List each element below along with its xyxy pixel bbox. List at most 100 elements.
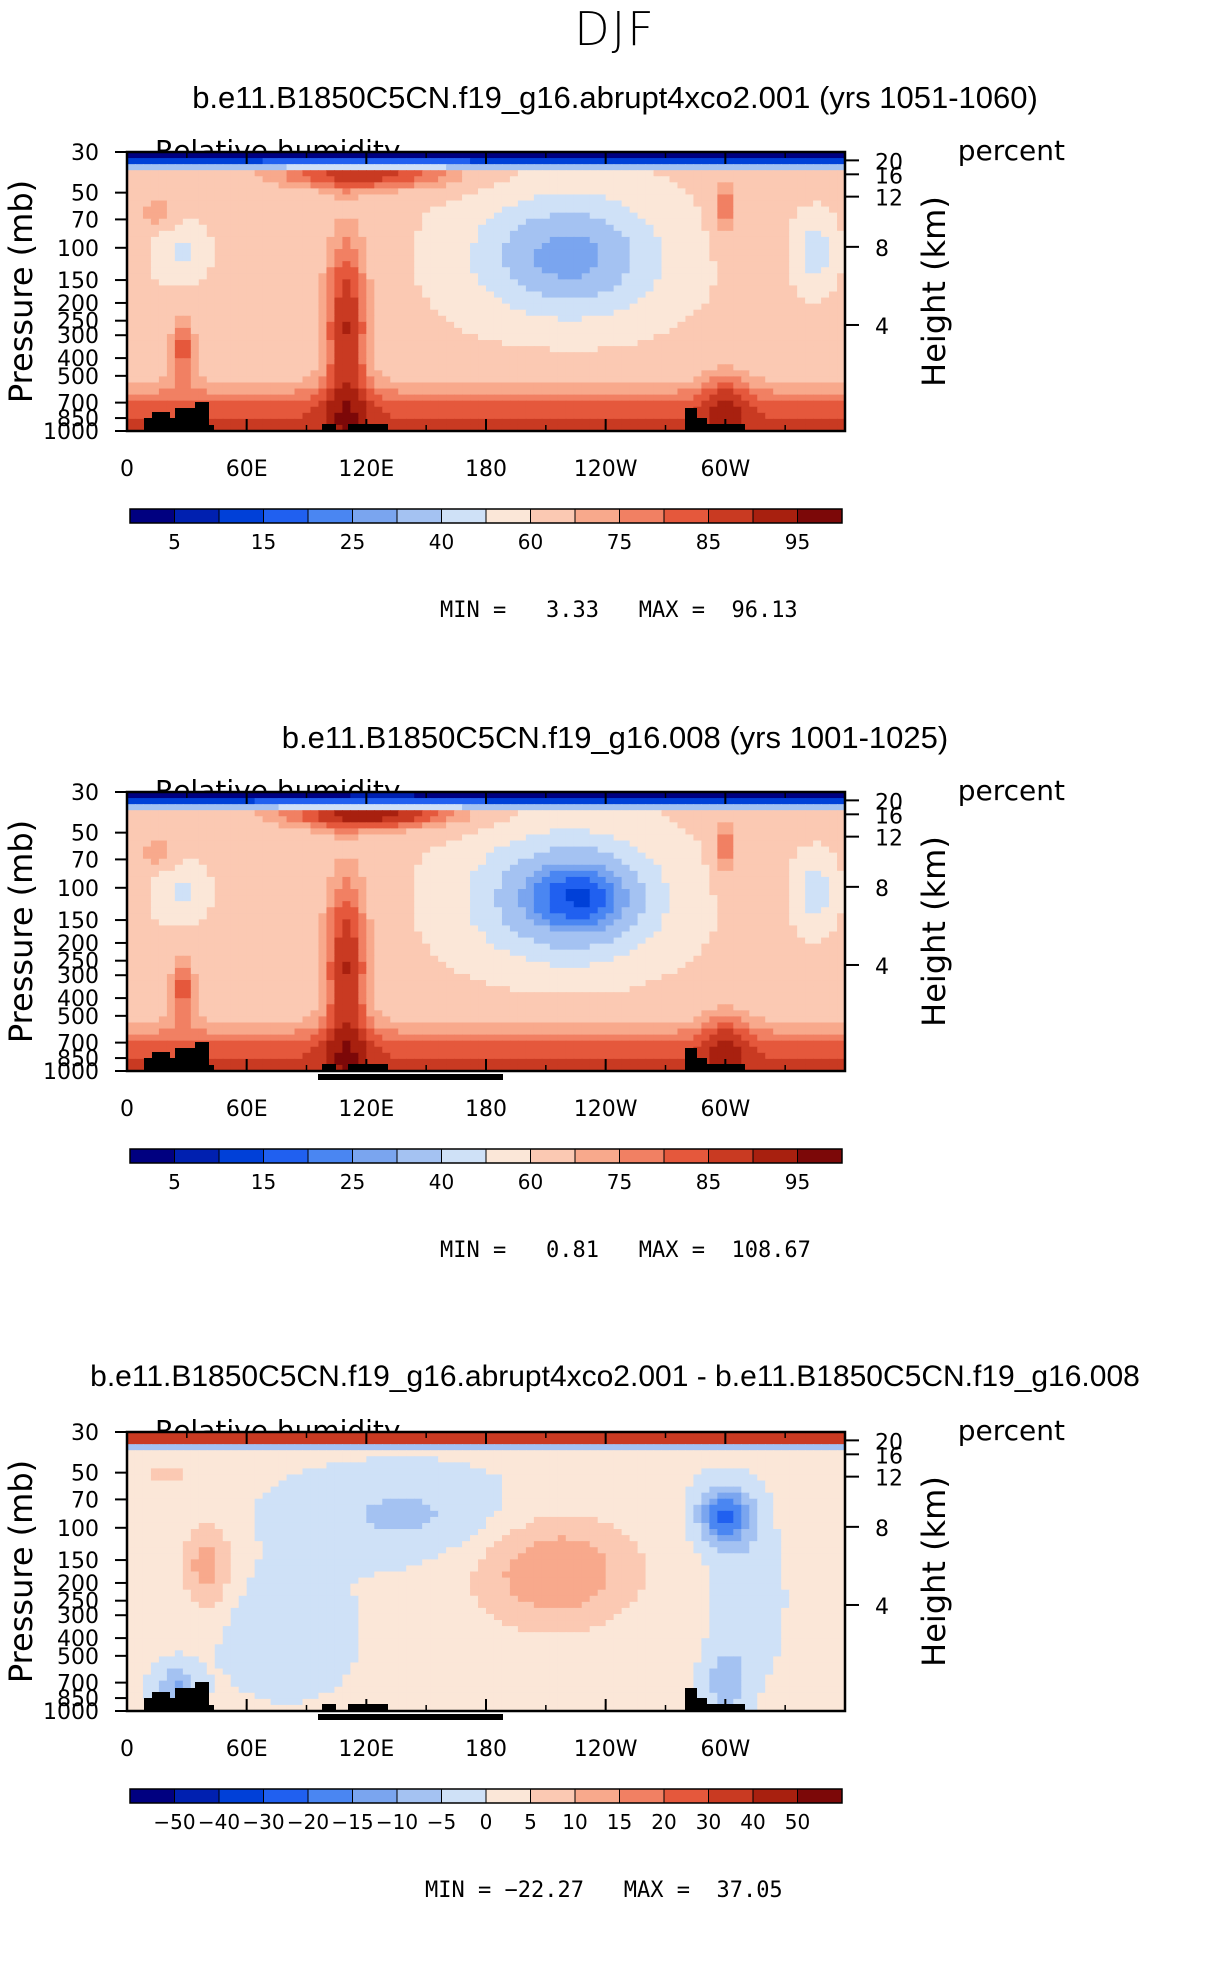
heatmap-cell (198, 279, 208, 287)
heatmap-cell (637, 798, 647, 805)
heatmap-cell (358, 327, 367, 335)
heatmap-cell (262, 218, 272, 226)
heatmap-cell (390, 412, 399, 420)
heatmap-cell (677, 346, 687, 353)
heatmap-cell (781, 798, 790, 805)
heatmap-cell (829, 810, 838, 817)
heatmap-cell (701, 388, 710, 396)
heatmap-cell (190, 816, 200, 823)
heatmap-cell (693, 816, 702, 823)
colorbar-swatch (575, 509, 620, 523)
heatmap-cell (446, 158, 455, 165)
heatmap-cell (358, 400, 367, 408)
heatmap-cell (286, 303, 296, 311)
heatmap-cell (270, 309, 280, 317)
heatmap-cell (701, 364, 710, 371)
heatmap-cell (797, 267, 806, 274)
heatmap-cell (390, 279, 399, 287)
heatmap-cell (206, 406, 216, 414)
heatmap-cell (685, 279, 695, 287)
heatmap-cell (637, 218, 647, 226)
heatmap-cell (717, 170, 726, 177)
heatmap-cell (701, 291, 710, 299)
heatmap-cell (517, 242, 527, 250)
heatmap-cell (709, 242, 718, 250)
heatmap-cell (238, 370, 248, 378)
heatmap-cell (789, 406, 798, 414)
heatmap-cell (230, 346, 240, 353)
heatmap-cell (294, 321, 304, 329)
heatmap-cell (557, 376, 567, 384)
heatmap-cell (589, 273, 599, 280)
heatmap-cell (358, 346, 367, 353)
heatmap-cell (549, 364, 559, 371)
heatmap-cell (238, 273, 248, 280)
heatmap-cell (230, 822, 240, 829)
heatmap-cell (286, 834, 296, 842)
heatmap-cell (765, 224, 774, 232)
heatmap-cell (158, 352, 168, 359)
heatmap-cell (677, 321, 687, 329)
heatmap-cell (621, 370, 631, 378)
heatmap-cell (222, 822, 232, 829)
heatmap-cell (206, 810, 216, 817)
heatmap-cell (222, 242, 232, 250)
heatmap-cell (246, 297, 256, 305)
heatmap-cell (757, 267, 766, 274)
heatmap-cell (438, 370, 447, 378)
heatmap-cell (765, 182, 774, 189)
heatmap-cell (677, 834, 687, 842)
heatmap-cell (821, 400, 830, 408)
heatmap-cell (390, 230, 399, 238)
heatmap-cell (661, 828, 671, 836)
heatmap-cell (637, 212, 647, 220)
heatmap-cell (350, 170, 359, 177)
heatmap-cell (805, 152, 814, 159)
heatmap-cell (573, 394, 583, 402)
heatmap-cell (541, 315, 551, 323)
heatmap-cell (773, 309, 782, 317)
heatmap-cell (127, 370, 136, 378)
heatmap-cell (789, 218, 798, 226)
heatmap-cell (525, 236, 535, 244)
heatmap-cell (813, 412, 822, 420)
heatmap-cell (645, 273, 655, 280)
heatmap-cell (390, 152, 399, 159)
heatmap-cell (374, 394, 383, 402)
heatmap-cell (430, 394, 439, 402)
heatmap-cell (781, 370, 790, 378)
land-mask (322, 424, 336, 431)
heatmap-cell (127, 315, 136, 323)
heatmap-cell (613, 218, 623, 226)
heatmap-cell (797, 400, 806, 408)
heatmap-cell (246, 170, 256, 177)
heatmap-cell (294, 194, 304, 202)
heatmap-cell (557, 285, 567, 293)
heatmap-cell (318, 340, 328, 347)
heatmap-cell (557, 424, 567, 432)
heatmap-cell (621, 218, 631, 226)
heatmap-cell (334, 285, 343, 293)
heatmap-cell (238, 798, 248, 805)
heatmap-cell (174, 309, 184, 317)
heatmap-cell (222, 828, 232, 836)
heatmap-cell (278, 249, 288, 256)
heatmap-cell (470, 242, 479, 250)
heatmap-cell (693, 255, 702, 262)
heatmap-cell (709, 394, 718, 402)
heatmap-cell (230, 297, 240, 305)
heatmap-cell (677, 804, 687, 811)
heatmap-cell (557, 170, 567, 177)
heatmap-cell (470, 200, 479, 208)
heatmap-cell (589, 798, 599, 805)
heatmap-cell (398, 249, 407, 256)
heatmap-cell (549, 164, 559, 171)
heatmap-cell (438, 834, 447, 842)
heatmap-cell (150, 828, 160, 836)
heatmap-cell (454, 798, 463, 805)
heatmap-cell (350, 352, 359, 359)
heatmap-cell (246, 810, 256, 817)
heatmap-cell (238, 364, 248, 371)
heatmap-cell (438, 315, 447, 323)
heatmap-cell (302, 249, 312, 256)
